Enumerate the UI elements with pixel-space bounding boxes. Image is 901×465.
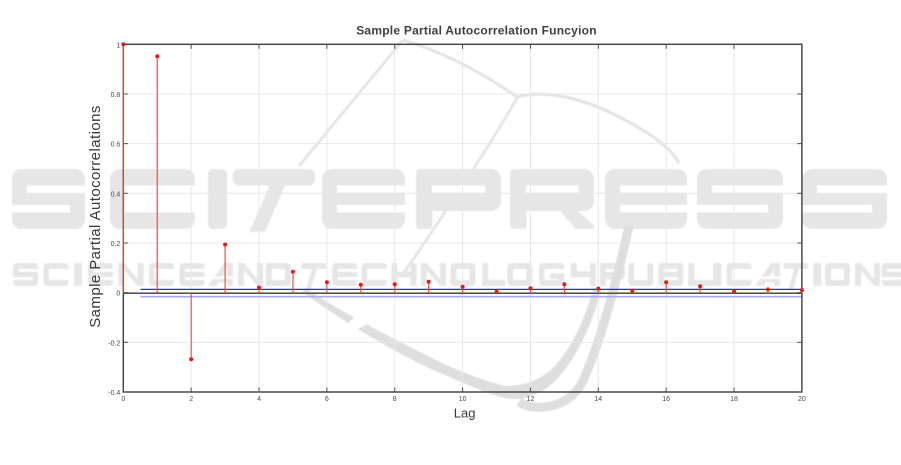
svg-text:0.2: 0.2 bbox=[111, 241, 121, 248]
svg-text:6: 6 bbox=[325, 396, 329, 403]
svg-text:Lag: Lag bbox=[454, 406, 476, 421]
svg-text:8: 8 bbox=[393, 396, 397, 403]
svg-text:16: 16 bbox=[662, 396, 670, 403]
svg-text:12: 12 bbox=[527, 396, 535, 403]
svg-text:0: 0 bbox=[116, 291, 120, 298]
svg-text:20: 20 bbox=[798, 396, 806, 403]
svg-text:0: 0 bbox=[121, 396, 125, 403]
svg-text:14: 14 bbox=[594, 396, 602, 403]
svg-text:-0.2: -0.2 bbox=[108, 340, 120, 347]
svg-text:0.8: 0.8 bbox=[111, 92, 121, 99]
svg-text:4: 4 bbox=[257, 396, 261, 403]
svg-text:18: 18 bbox=[730, 396, 738, 403]
svg-text:10: 10 bbox=[459, 396, 467, 403]
svg-text:Sample Partial Autocorrelation: Sample Partial Autocorrelation Funcyion bbox=[356, 24, 597, 38]
svg-text:Sample Partial Autocorrelation: Sample Partial Autocorrelations bbox=[87, 105, 104, 328]
svg-text:-0.4: -0.4 bbox=[108, 390, 120, 397]
svg-text:2: 2 bbox=[189, 396, 193, 403]
svg-text:0.4: 0.4 bbox=[111, 191, 121, 198]
svg-text:1: 1 bbox=[116, 42, 120, 49]
svg-text:0.6: 0.6 bbox=[111, 142, 121, 149]
